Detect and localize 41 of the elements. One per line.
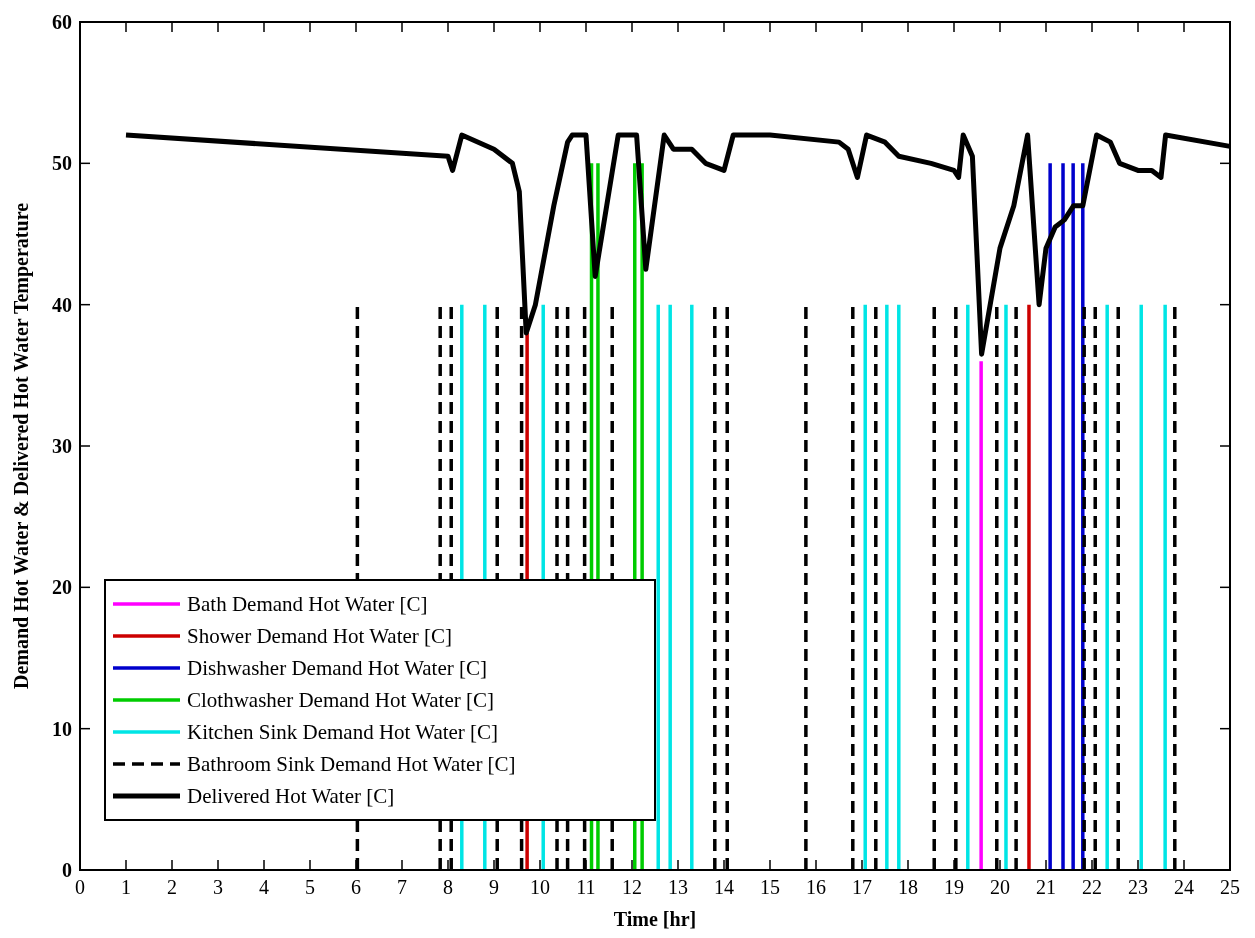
x-tick-label: 8 <box>443 876 453 898</box>
x-tick-label: 19 <box>944 876 964 898</box>
y-tick-label: 30 <box>52 435 72 457</box>
x-tick-label: 7 <box>397 876 407 898</box>
y-tick-label: 0 <box>62 859 72 881</box>
x-tick-label: 9 <box>489 876 499 898</box>
x-tick-label: 20 <box>990 876 1010 898</box>
x-tick-label: 17 <box>852 876 872 898</box>
x-tick-label: 2 <box>167 876 177 898</box>
legend-label: Kitchen Sink Demand Hot Water [C] <box>187 720 499 744</box>
x-tick-label: 11 <box>576 876 596 898</box>
x-tick-label: 14 <box>714 876 734 898</box>
legend-label: Clothwasher Demand Hot Water [C] <box>187 688 495 712</box>
legend-label: Bath Demand Hot Water [C] <box>187 592 428 616</box>
x-tick-label: 6 <box>351 876 361 898</box>
y-tick-label: 50 <box>52 152 72 175</box>
x-tick-label: 25 <box>1220 876 1240 898</box>
x-tick-label: 10 <box>530 876 550 898</box>
x-tick-label: 12 <box>622 876 642 898</box>
x-tick-label: 21 <box>1036 876 1056 898</box>
y-tick-label: 60 <box>52 11 72 33</box>
x-tick-label: 24 <box>1174 876 1194 898</box>
x-tick-label: 23 <box>1128 876 1148 898</box>
x-tick-label: 1 <box>121 876 131 898</box>
x-tick-label: 5 <box>305 876 315 898</box>
y-tick-label: 20 <box>52 576 72 599</box>
x-tick-label: 16 <box>806 876 826 898</box>
legend-label: Bathroom Sink Demand Hot Water [C] <box>187 752 516 776</box>
x-tick-label: 13 <box>668 876 688 898</box>
x-tick-label: 3 <box>213 876 223 898</box>
x-tick-label: 4 <box>259 876 269 898</box>
y-axis-title: Demand Hot Water & Delivered Hot Water Temperature <box>10 202 33 690</box>
y-tick-label: 40 <box>52 293 72 316</box>
x-tick-label: 22 <box>1082 876 1102 898</box>
y-tick-label: 10 <box>52 717 72 740</box>
legend-label: Dishwasher Demand Hot Water [C] <box>187 656 488 680</box>
legend-label: Delivered Hot Water [C] <box>187 784 395 808</box>
x-tick-label: 18 <box>898 876 918 898</box>
x-tick-label: 15 <box>760 876 780 898</box>
legend-label: Shower Demand Hot Water [C] <box>187 624 453 648</box>
x-axis-title: Time [hr] <box>613 908 697 930</box>
